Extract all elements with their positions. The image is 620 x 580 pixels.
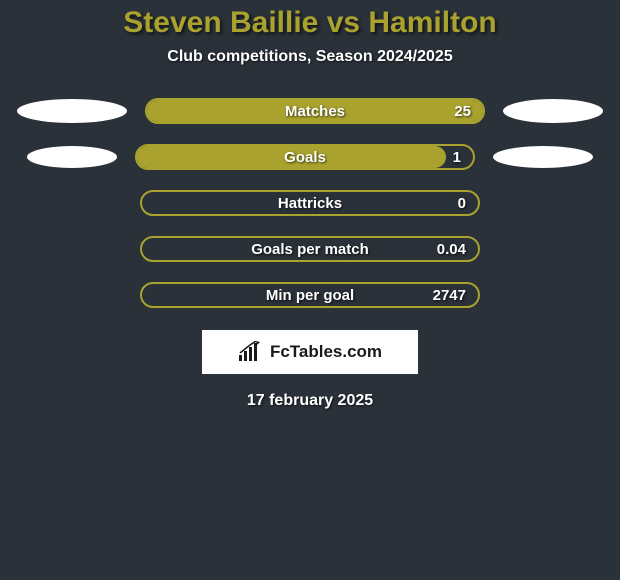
stat-value: 2747 <box>433 284 466 306</box>
stat-row: Goals per match0.04 <box>0 232 620 266</box>
stat-bar: Goals per match0.04 <box>140 236 480 262</box>
stat-row: Goals1 <box>0 140 620 174</box>
stat-value: 0 <box>458 192 466 214</box>
comparison-subtitle: Club competitions, Season 2024/2025 <box>0 48 620 66</box>
logo-text: FcTables.com <box>270 342 382 362</box>
stat-bar: Min per goal2747 <box>140 282 480 308</box>
stat-rows: Matches25 Goals1 Hattricks0 Goals per match… <box>0 94 620 312</box>
stat-bar: Hattricks0 <box>140 190 480 216</box>
stat-bar: Goals1 <box>135 144 475 170</box>
comparison-title: Steven Baillie vs Hamilton <box>0 0 620 40</box>
bar-chart-icon <box>238 341 264 363</box>
fctables-logo: FcTables.com <box>202 330 418 374</box>
stat-row: Matches25 <box>0 94 620 128</box>
stat-label: Goals per match <box>142 238 478 260</box>
player-ellipse-right <box>503 99 603 123</box>
stat-value: 1 <box>453 146 461 168</box>
snapshot-date: 17 february 2025 <box>0 392 620 410</box>
stat-label: Min per goal <box>142 284 478 306</box>
player-ellipse-right <box>493 146 593 168</box>
stat-bar: Matches25 <box>145 98 485 124</box>
stat-label: Matches <box>147 100 483 122</box>
stat-row: Hattricks0 <box>0 186 620 220</box>
player-ellipse-left <box>17 99 127 123</box>
stat-label: Goals <box>137 146 473 168</box>
player-ellipse-left <box>27 146 117 168</box>
stat-value: 0.04 <box>437 238 466 260</box>
stat-value: 25 <box>454 100 471 122</box>
stat-label: Hattricks <box>142 192 478 214</box>
stat-row: Min per goal2747 <box>0 278 620 312</box>
